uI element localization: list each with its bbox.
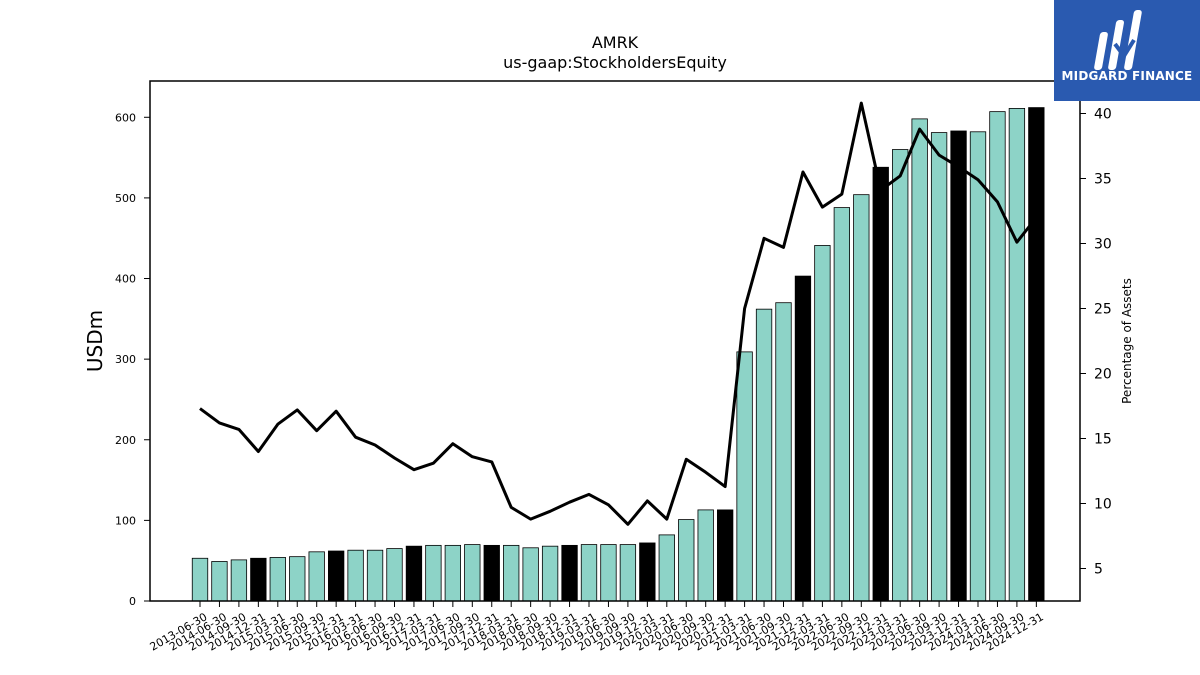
left-tick-label: 100 [115, 514, 136, 527]
bar-2023-09-30 [930, 132, 948, 602]
bar-2017-12-31 [483, 544, 500, 602]
left-axis: 0 100 200 300 400 500 600 [115, 111, 150, 608]
bar-2016-12-31 [405, 545, 423, 602]
right-tick-label: 20 [1094, 367, 1112, 383]
bar-2020-06-30 [678, 519, 695, 602]
bar-2015-06-30 [289, 556, 306, 602]
right-tick-label: 35 [1094, 172, 1112, 188]
bar-2016-03-31 [347, 549, 364, 602]
bar-2017-03-31 [425, 544, 442, 602]
bar-2014-09-30 [230, 559, 248, 602]
bar-2020-03-31 [658, 534, 675, 602]
bar-2019-03-31 [580, 544, 598, 602]
bar-2017-09-30 [464, 544, 481, 602]
right-tick-label: 40 [1094, 107, 1112, 123]
left-tick-label: 600 [115, 111, 136, 124]
bar-2022-06-30 [833, 207, 850, 602]
bar-2021-12-31 [794, 275, 812, 602]
bar-2024-09-30 [1008, 108, 1026, 602]
bar-2014-12-31 [250, 557, 267, 602]
plot-frame [149, 80, 1081, 602]
right-tick-label: 10 [1094, 497, 1112, 513]
bar-2020-09-30 [697, 509, 714, 602]
bar-2015-03-31 [269, 557, 286, 602]
bar-2018-06-30 [522, 547, 539, 602]
bar-2018-09-30 [541, 545, 559, 602]
percentage-line [199, 101, 1038, 526]
bar-2021-06-30 [755, 308, 773, 602]
left-tick-label: 200 [115, 434, 136, 447]
bar-2016-09-30 [386, 548, 403, 602]
x-axis: 2013-06-302014-06-302014-09-302014-12-31… [148, 601, 1046, 654]
bar-2015-12-31 [327, 550, 345, 602]
bar-2022-12-31 [872, 166, 889, 602]
left-tick-label: 300 [115, 353, 136, 366]
y2-axis-label: Percentage of Assets [1120, 278, 1134, 404]
bar-2019-06-30 [600, 544, 617, 602]
bar-2022-03-31 [814, 245, 831, 602]
bar-2023-12-31 [950, 130, 967, 602]
bar-2021-03-31 [736, 351, 753, 602]
logo-text: MIDGARD FINANCE [1061, 69, 1193, 83]
bar-series [191, 107, 1045, 602]
right-axis: 5 10 15 20 25 30 35 40 [1080, 107, 1112, 578]
left-tick-label: 400 [115, 273, 136, 286]
chart-subtitle: us-gaap:StockholdersEquity [503, 53, 727, 72]
right-tick-label: 15 [1094, 432, 1112, 448]
bar-2024-03-31 [969, 131, 987, 602]
midgard-finance-logo: MIDGARD FINANCE [1054, 0, 1200, 101]
bar-2022-09-30 [853, 194, 870, 602]
midgard-logo-icon [1094, 10, 1142, 70]
bar-2023-03-31 [892, 149, 909, 602]
bar-2014-06-30 [211, 561, 228, 602]
bar-2020-12-31 [717, 509, 734, 602]
bar-2018-12-31 [561, 544, 578, 602]
bar-2021-09-30 [775, 302, 792, 602]
chart-title: AMRK [592, 33, 639, 52]
left-tick-label: 500 [115, 192, 136, 205]
bar-2017-06-30 [444, 544, 462, 602]
right-tick-label: 5 [1094, 562, 1103, 578]
bar-2019-12-31 [639, 542, 656, 602]
bar-2015-09-30 [308, 551, 325, 602]
bar-2023-06-30 [911, 118, 928, 602]
bar-2013-06-30 [191, 557, 209, 602]
right-tick-label: 30 [1094, 237, 1112, 253]
y-axis-label: USDm [83, 310, 107, 372]
bar-2016-06-30 [366, 549, 384, 602]
bar-2024-12-31 [1028, 107, 1045, 602]
right-tick-label: 25 [1094, 302, 1112, 318]
left-tick-label: 0 [129, 595, 136, 608]
bar-2018-03-31 [503, 544, 520, 602]
bar-2019-09-30 [619, 544, 637, 602]
bar-2024-06-30 [989, 111, 1006, 602]
